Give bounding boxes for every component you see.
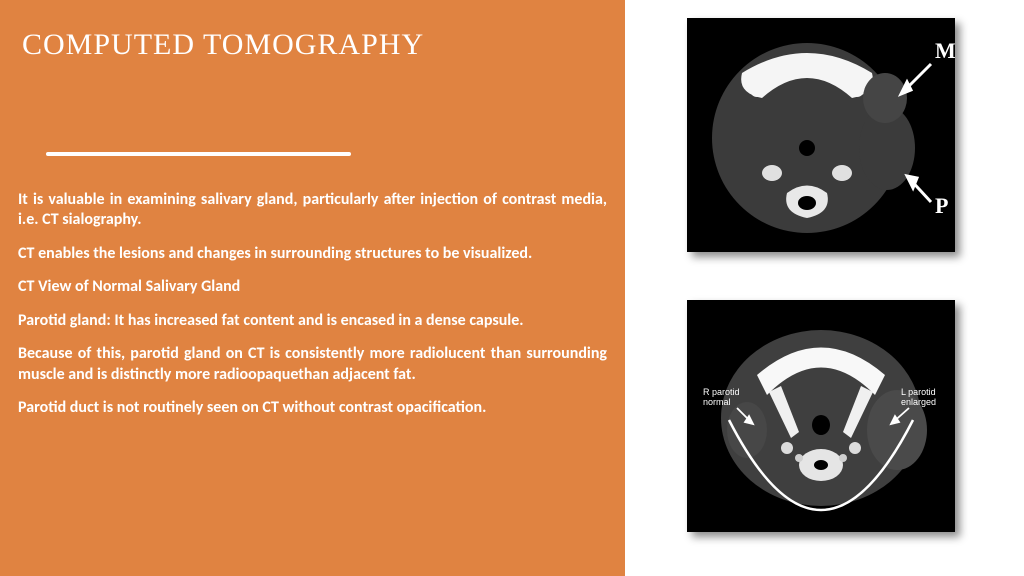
label-r-parotid-1: R parotid (703, 387, 740, 397)
paragraph: CT enables the lesions and changes in su… (18, 244, 607, 264)
paragraph: It is valuable in examining salivary gla… (18, 190, 607, 231)
slide-title: COMPUTED TOMOGRAPHY (22, 28, 607, 62)
paragraph: Parotid duct is not routinely seen on CT… (18, 398, 607, 418)
divider (46, 152, 351, 156)
body-text: It is valuable in examining salivary gla… (18, 190, 607, 419)
left-panel: COMPUTED TOMOGRAPHY It is valuable in ex… (0, 0, 625, 576)
label-l-parotid-1: L parotid (901, 387, 936, 397)
paragraph: Parotid gland: It has increased fat cont… (18, 311, 607, 331)
label-r-parotid-2: normal (703, 397, 731, 407)
paragraph: CT View of Normal Salivary Gland (18, 277, 607, 297)
ct-figure-1: M P (687, 18, 955, 252)
label-l-parotid-2: enlarged (901, 397, 936, 407)
label-p: P (935, 193, 948, 218)
label-m: M (935, 38, 955, 63)
right-panel: M P (625, 0, 1024, 576)
ct-figure-2: R parotid normal L parotid enlarged (687, 300, 955, 532)
slide: COMPUTED TOMOGRAPHY It is valuable in ex… (0, 0, 1024, 576)
paragraph: Because of this, parotid gland on CT is … (18, 344, 607, 385)
